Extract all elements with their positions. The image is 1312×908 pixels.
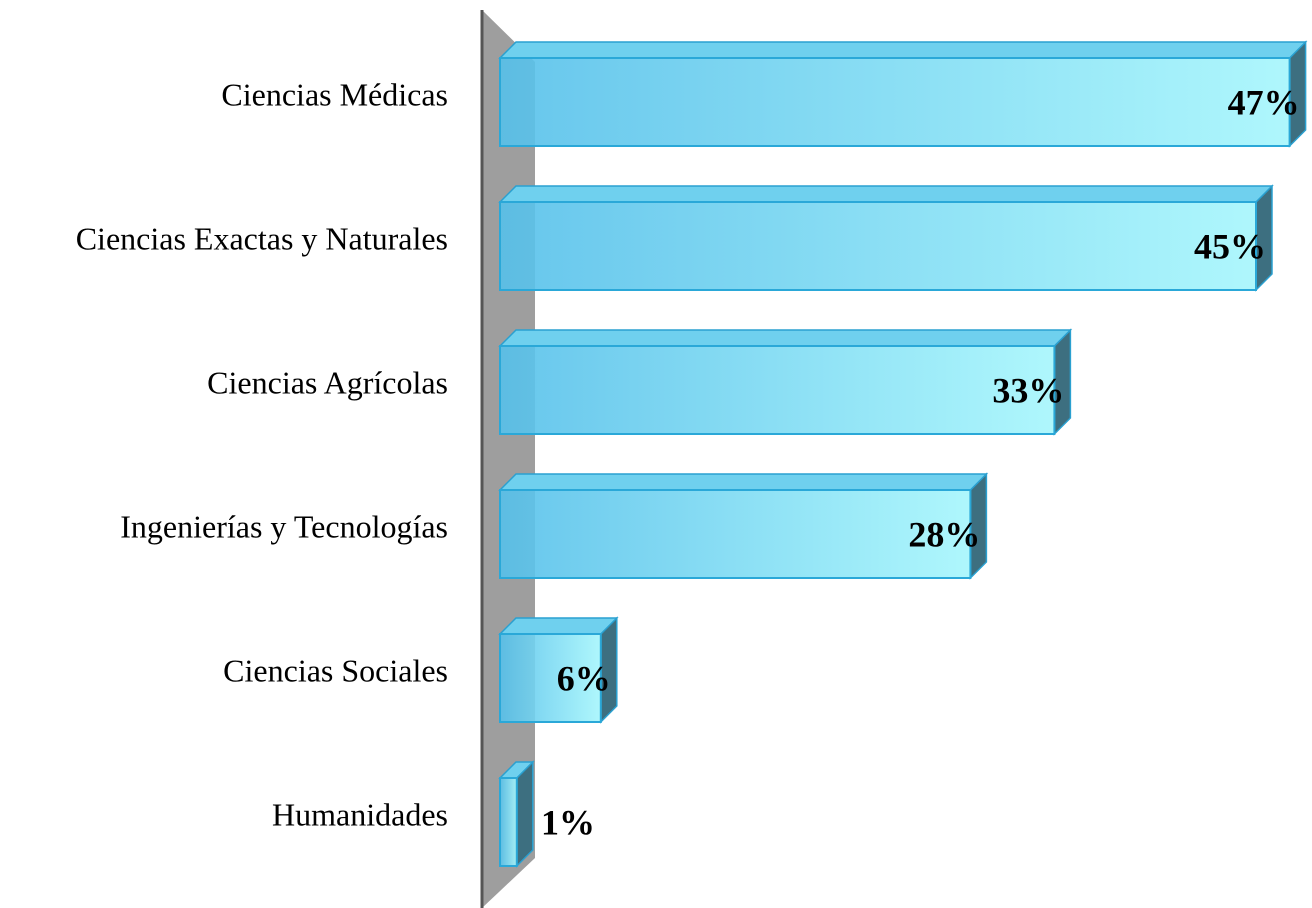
bar-top — [498, 185, 1274, 203]
category-label: Ciencias Sociales — [223, 652, 448, 688]
category-label: Ingenierías y Tecnologías — [120, 508, 448, 544]
bar-top — [498, 41, 1308, 59]
bar — [499, 201, 1257, 291]
bar-side — [516, 760, 534, 868]
bar — [499, 777, 518, 867]
category-label: Ciencias Médicas — [221, 76, 448, 112]
bar — [499, 489, 972, 579]
value-label: 28% — [908, 514, 980, 554]
value-label: 6% — [557, 658, 611, 698]
value-label: 1% — [541, 802, 595, 842]
category-label: Humanidades — [272, 796, 448, 832]
value-label: 47% — [1228, 82, 1300, 122]
value-label: 45% — [1194, 226, 1266, 266]
category-label: Ciencias Agrícolas — [207, 364, 448, 400]
bar — [499, 57, 1291, 147]
category-label: Ciencias Exactas y Naturales — [76, 220, 448, 256]
bar-top — [498, 617, 619, 635]
bar-top — [498, 473, 989, 491]
bar — [499, 345, 1056, 435]
bar — [499, 633, 602, 723]
bar-top — [498, 329, 1073, 347]
value-label: 33% — [992, 370, 1064, 410]
